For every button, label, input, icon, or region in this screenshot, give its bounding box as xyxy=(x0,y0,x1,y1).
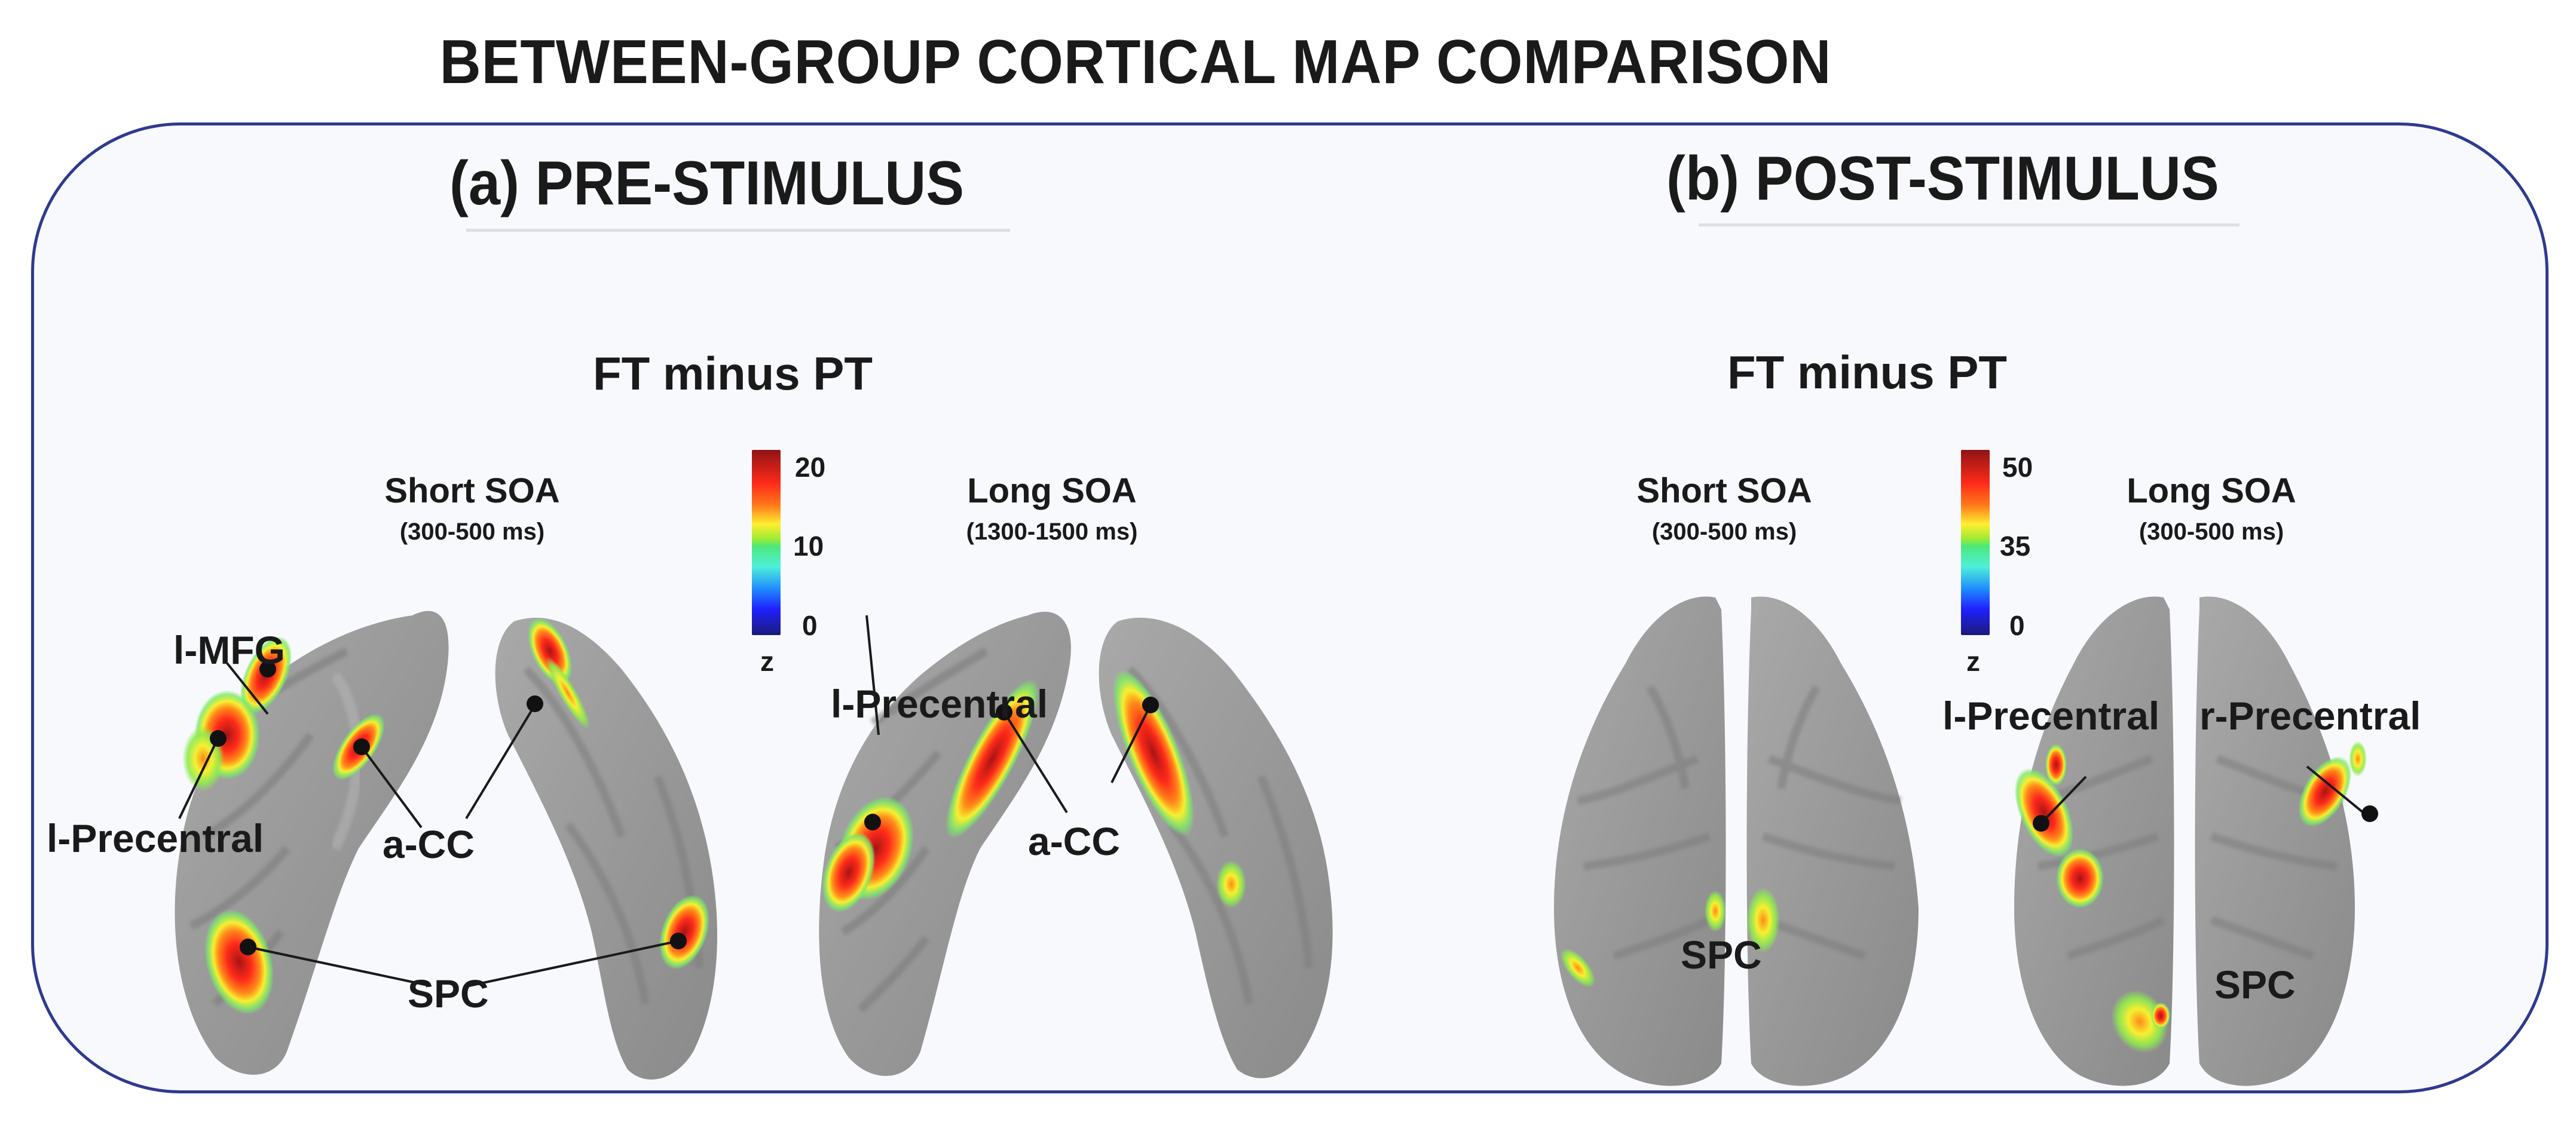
marker-dots-b xyxy=(2033,805,2378,832)
section-title-post-stimulus: (b) POST-STIMULUS xyxy=(1666,144,2219,213)
colorbar-post-tick-mid: 35 xyxy=(2000,531,2031,562)
region-label-b-long-spc: SPC xyxy=(2214,963,2296,1007)
condition-title-a-long: Long SOA xyxy=(967,471,1137,510)
figure-title: BETWEEN-GROUP CORTICAL MAP COMPARISON xyxy=(439,27,1832,97)
region-label-a-long-l-precentral: l-Precentral xyxy=(831,682,1048,726)
colorbar-post-tick-min: 0 xyxy=(2009,610,2025,641)
region-label-a-short-l-precentral: l-Precentral xyxy=(47,816,264,860)
condition-window-a-long: (1300-1500 ms) xyxy=(966,519,1138,545)
region-label-a-short-l-mfg: l-MFG xyxy=(173,628,285,672)
condition-title-b-long: Long SOA xyxy=(2127,471,2296,510)
condition-title-a-short: Short SOA xyxy=(384,471,560,510)
section-title-pre-stimulus: (a) PRE-STIMULUS xyxy=(449,149,965,218)
colorbar-pre-label: z xyxy=(760,646,774,677)
activations-b-short xyxy=(1560,887,1780,988)
colorbar-pre-tick-max: 20 xyxy=(795,452,826,483)
leader-lines-a xyxy=(178,615,1152,987)
condition-window-a-short: (300-500 ms) xyxy=(399,519,545,545)
region-label-a-short-spc: SPC xyxy=(408,971,489,1016)
colorbar-pre xyxy=(752,450,781,635)
contrast-title-pre: FT minus PT xyxy=(593,347,873,400)
region-label-b-long-r-precentral: r-Precentral xyxy=(2199,694,2421,738)
activations-a-long xyxy=(822,669,1246,913)
activations-b-long xyxy=(2014,741,2367,1053)
colorbar-post-tick-max: 50 xyxy=(2002,452,2033,483)
region-label-a-long-a-cc: a-CC xyxy=(1028,819,1121,863)
brain-a-short-right xyxy=(495,617,717,1080)
brain-b-long xyxy=(2014,596,2355,1086)
region-label-a-short-a-cc: a-CC xyxy=(383,822,475,866)
colorbar-pre-tick-mid: 10 xyxy=(793,531,824,562)
colorbar-post-label: z xyxy=(1966,646,1980,677)
condition-window-b-short: (300-500 ms) xyxy=(1651,519,1797,545)
region-label-b-long-l-precentral: l-Precentral xyxy=(1942,694,2160,738)
leader-lines-b xyxy=(2040,765,2368,824)
condition-window-b-long: (300-500 ms) xyxy=(2138,519,2284,545)
marker-dots-a xyxy=(210,661,1159,955)
section-rule-post xyxy=(1699,223,2240,226)
condition-title-b-short: Short SOA xyxy=(1636,471,1812,510)
section-rule-pre xyxy=(466,229,1010,232)
brain-b-short xyxy=(1554,596,1919,1086)
colorbar-post xyxy=(1961,450,1990,635)
contrast-title-post: FT minus PT xyxy=(1727,346,2007,399)
colorbar-pre-tick-min: 0 xyxy=(802,610,818,641)
region-label-b-short-spc: SPC xyxy=(1681,933,1762,977)
